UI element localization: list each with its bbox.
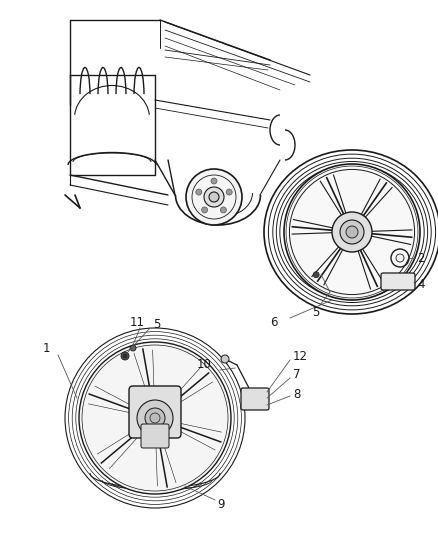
Text: 9: 9 — [217, 497, 225, 511]
FancyBboxPatch shape — [241, 388, 269, 410]
Text: 5: 5 — [312, 305, 319, 319]
Circle shape — [130, 345, 136, 351]
Circle shape — [346, 226, 358, 238]
Circle shape — [137, 400, 173, 436]
Circle shape — [121, 352, 129, 360]
Circle shape — [201, 207, 208, 213]
Circle shape — [204, 187, 224, 207]
FancyBboxPatch shape — [141, 424, 169, 448]
Circle shape — [211, 178, 217, 184]
Text: 2: 2 — [417, 252, 424, 264]
Circle shape — [209, 192, 219, 202]
Circle shape — [186, 169, 242, 225]
Text: 4: 4 — [417, 279, 424, 292]
FancyBboxPatch shape — [381, 273, 415, 290]
Circle shape — [332, 212, 372, 252]
Circle shape — [150, 413, 160, 423]
Circle shape — [284, 164, 420, 300]
Circle shape — [145, 408, 165, 428]
Text: 10: 10 — [197, 358, 212, 370]
FancyBboxPatch shape — [129, 386, 181, 438]
Circle shape — [79, 342, 231, 494]
Text: 12: 12 — [293, 350, 308, 362]
Text: 11: 11 — [130, 316, 145, 328]
Circle shape — [226, 189, 232, 195]
Text: 8: 8 — [293, 387, 300, 400]
Circle shape — [196, 189, 202, 195]
Circle shape — [220, 207, 226, 213]
Text: 1: 1 — [42, 342, 50, 354]
Circle shape — [221, 355, 229, 363]
Text: 7: 7 — [293, 368, 300, 382]
Circle shape — [313, 272, 319, 278]
Circle shape — [340, 220, 364, 244]
Text: 6: 6 — [271, 316, 278, 328]
Circle shape — [123, 354, 127, 358]
Text: 5: 5 — [153, 318, 160, 330]
